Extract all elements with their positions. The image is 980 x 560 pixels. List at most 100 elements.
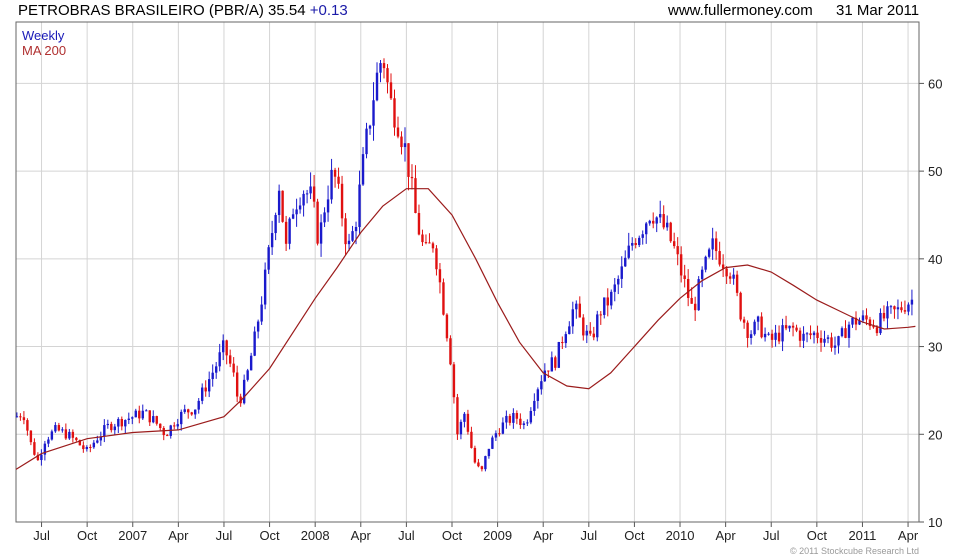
candle-up [176, 424, 179, 427]
y-tick-label: 60 [928, 76, 942, 91]
candle-up [145, 410, 148, 412]
candle-up [564, 334, 568, 344]
candle-down [578, 303, 581, 318]
copyright-notice: © 2011 Stockcube Research Ltd [790, 546, 920, 556]
site-url[interactable]: www.fullermoney.com [668, 2, 813, 19]
candle-up [253, 331, 256, 356]
candle-down [900, 307, 903, 311]
candle-up [802, 333, 805, 341]
candle-down [830, 337, 833, 348]
candle-down [110, 423, 113, 431]
candle-up [375, 72, 379, 101]
candle-up [365, 128, 368, 155]
candle-down [742, 319, 746, 323]
candle-down [893, 306, 896, 310]
candle-down [652, 220, 655, 224]
candle-down [71, 431, 75, 438]
x-tick-label: 2010 [666, 528, 695, 543]
candle-up [833, 345, 837, 348]
candle-up [659, 214, 662, 218]
candle-up [194, 409, 197, 415]
candle-down [672, 241, 676, 247]
chart-header: PETROBRAS BRASILEIRO (PBR/A) 35.54 +0.13… [0, 0, 980, 22]
candle-up [85, 446, 89, 450]
candle-down [452, 364, 456, 398]
candle-up [221, 340, 225, 353]
candle-up [550, 357, 554, 372]
candle-up [665, 222, 669, 228]
x-tick-label: 2009 [483, 528, 512, 543]
candle-down [400, 136, 403, 148]
candle-down [312, 186, 316, 202]
candle-up [330, 169, 333, 200]
candle-up [61, 429, 64, 431]
candle-up [543, 370, 547, 382]
candle-down [78, 440, 82, 446]
candle-down [735, 274, 739, 293]
candle-up [749, 334, 753, 339]
candle-up [197, 400, 200, 410]
candle-down [466, 413, 470, 432]
candle-up [774, 332, 777, 340]
candle-up [372, 100, 375, 126]
candle-up [907, 304, 910, 312]
candle-down [809, 333, 812, 336]
candle-down [882, 312, 886, 319]
candle-down [159, 423, 162, 429]
candle-up [351, 231, 354, 241]
candle-down [868, 319, 872, 327]
candle-up [127, 418, 130, 421]
y-tick-label: 20 [928, 427, 942, 442]
legend-weekly: Weekly [22, 28, 65, 43]
candle-down [204, 387, 207, 392]
candle-down [284, 221, 288, 244]
candle-up [501, 422, 505, 434]
candle-down [721, 264, 725, 269]
candle-down [281, 190, 284, 222]
candle-up [274, 215, 277, 234]
candle-up [487, 448, 491, 457]
candle-up [96, 440, 99, 443]
candle-down [22, 417, 26, 421]
candle-down [382, 63, 386, 69]
candle-up [295, 209, 298, 215]
candle-down [686, 278, 690, 298]
candle-down [344, 218, 347, 245]
candle-up [152, 416, 155, 423]
y-tick-label: 40 [928, 252, 942, 267]
candle-down [428, 242, 431, 244]
candle-up [512, 413, 515, 423]
candle-up [47, 439, 50, 444]
candle-up [557, 342, 561, 368]
x-tick-label: Apr [898, 528, 919, 543]
candle-up [214, 366, 218, 373]
candle-down [470, 431, 473, 448]
candle-down [424, 242, 428, 244]
candle-up [260, 304, 263, 322]
candle-down [445, 314, 449, 339]
candle-up [354, 226, 358, 232]
candle-down [75, 437, 78, 441]
candle-up [571, 309, 575, 327]
candle-up [103, 425, 106, 437]
candle-down [120, 418, 123, 427]
candle-up [361, 154, 365, 185]
candle-up [208, 379, 211, 392]
candle-down [235, 372, 239, 397]
x-tick-label: Jul [398, 528, 415, 543]
candle-up [624, 257, 627, 267]
candle-up [861, 315, 865, 321]
candle-up [889, 306, 893, 308]
candle-up [781, 325, 784, 342]
candle-up [113, 426, 117, 431]
candle-up [533, 400, 536, 411]
candle-down [337, 176, 340, 184]
candle-down [138, 410, 141, 419]
x-tick-label: 2007 [118, 528, 147, 543]
candle-down [173, 425, 176, 427]
candle-down [582, 317, 585, 336]
candle-up [124, 420, 127, 427]
candle-up [767, 333, 770, 335]
candle-down [57, 425, 61, 431]
candle-up [459, 421, 463, 435]
